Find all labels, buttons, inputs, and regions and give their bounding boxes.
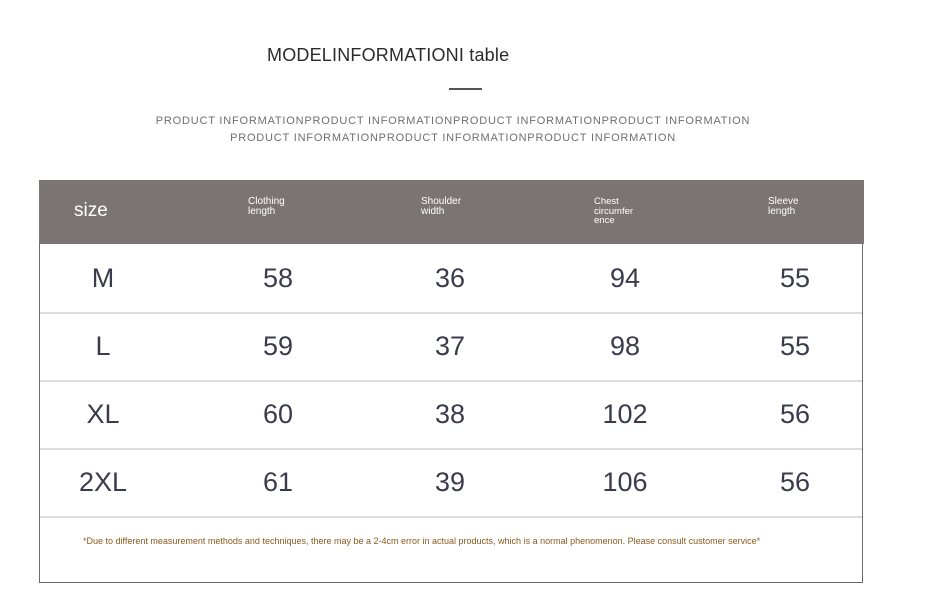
header-text: length — [248, 206, 276, 217]
header-sleeve-length: Sleeve length — [768, 197, 828, 217]
cell-chest-circumference: 94 — [609, 263, 641, 293]
header-text: length — [768, 206, 796, 217]
header-text: Sleeve — [768, 196, 799, 207]
page-title: MODELINFORMATIONI table — [267, 45, 510, 65]
cell-clothing-length: 61 — [262, 467, 294, 497]
header-text: ence — [594, 215, 615, 226]
header-text: circumfer — [594, 205, 634, 217]
cell-clothing-length: 59 — [262, 331, 294, 361]
cell-clothing-length: 58 — [262, 263, 294, 293]
cell-size: L — [95, 331, 111, 361]
subheading-line-2: PRODUCT INFORMATIONPRODUCT INFORMATIONPR… — [230, 132, 676, 144]
header-shoulder-width: Shoulder width — [421, 197, 481, 217]
cell-shoulder-width: 39 — [434, 467, 466, 497]
header-chest-circumference: Chest circumfer ence — [594, 197, 646, 226]
cell-clothing-length: 60 — [262, 399, 294, 429]
disclaimer-note: *Due to different measurement methods an… — [83, 536, 761, 546]
header-text: Chest — [594, 196, 619, 207]
cell-size: M — [91, 263, 115, 293]
size-table: size Clothing length Shoulder width Ches… — [39, 180, 864, 583]
table-row: M 58 36 94 55 — [40, 244, 862, 314]
cell-sleeve-length: 55 — [779, 331, 811, 361]
header-text: Clothing — [248, 196, 285, 207]
cell-sleeve-length: 56 — [779, 467, 811, 497]
table-header: size Clothing length Shoulder width Ches… — [39, 180, 864, 244]
cell-shoulder-width: 37 — [434, 331, 466, 361]
cell-shoulder-width: 38 — [434, 399, 466, 429]
header-size: size — [74, 200, 108, 221]
header-clothing-length: Clothing length — [248, 197, 308, 217]
title-divider — [449, 88, 482, 90]
subheading-line-1: PRODUCT INFORMATIONPRODUCT INFORMATIONPR… — [155, 115, 751, 127]
table-row: XL 60 38 102 56 — [40, 380, 862, 450]
cell-size: XL — [86, 399, 120, 429]
table-row: 2XL 61 39 106 56 — [40, 448, 862, 518]
header-text: Shoulder — [421, 196, 462, 207]
cell-chest-circumference: 106 — [602, 467, 648, 497]
cell-sleeve-length: 55 — [779, 263, 811, 293]
cell-chest-circumference: 102 — [602, 399, 648, 429]
header-text: width — [421, 206, 445, 217]
cell-chest-circumference: 98 — [609, 331, 641, 361]
cell-shoulder-width: 36 — [434, 263, 466, 293]
cell-sleeve-length: 56 — [779, 399, 811, 429]
table-row: L 59 37 98 55 — [40, 312, 862, 382]
cell-size: 2XL — [78, 467, 128, 497]
